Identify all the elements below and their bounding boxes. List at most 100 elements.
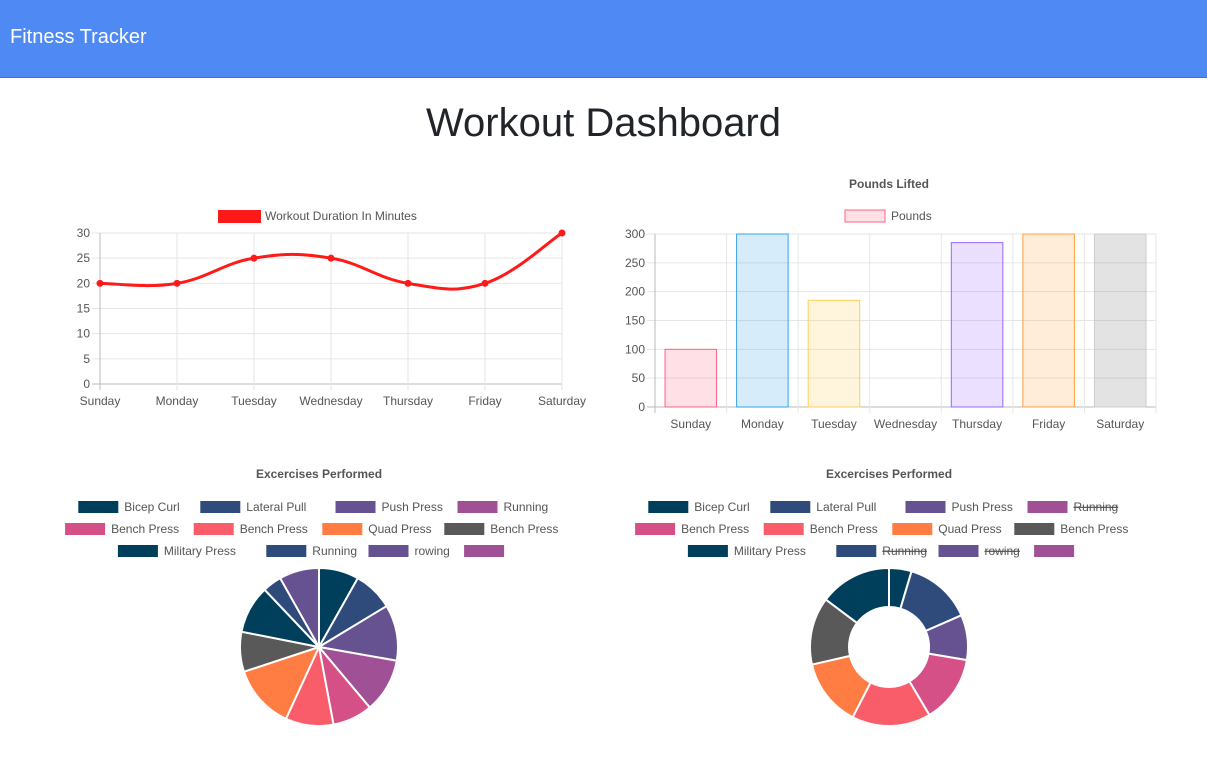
- chart-title: Pounds Lifted: [849, 177, 929, 191]
- doughnut-chart: Excercises Performed Bicep Curl Lateral Pu…: [635, 467, 1128, 727]
- bar: [1022, 233, 1075, 408]
- legend-label: Quad Press: [368, 522, 431, 536]
- bar: [950, 242, 1004, 408]
- bar-chart: Pounds Lifted Pounds 0 50 100 150 200 250 300 Sun…: [625, 177, 1157, 431]
- y-tick-label: 50: [632, 371, 646, 385]
- x-tick-label: Thursday: [383, 394, 433, 408]
- x-tick-label: Wednesday: [299, 394, 362, 408]
- legend-swatch: [770, 501, 811, 513]
- pie-chart: Excercises Performed Bicep Curl Lateral Pu…: [65, 467, 558, 727]
- legend-label: Lateral Pull: [246, 500, 306, 514]
- legend-swatch: [457, 501, 498, 513]
- x-tick-label: Tuesday: [231, 394, 277, 408]
- legend-swatch: [444, 523, 485, 535]
- legend-swatch: [635, 523, 676, 535]
- y-tick-label: 15: [77, 302, 91, 316]
- x-tick-label: Monday: [156, 394, 199, 408]
- legend-swatch: [1014, 523, 1055, 535]
- data-point: [481, 279, 489, 287]
- y-tick-label: 200: [625, 285, 645, 299]
- legend-label: Quad Press: [938, 522, 1001, 536]
- page-title: Workout Dashboard: [426, 101, 781, 145]
- y-tick-label: 150: [625, 314, 645, 328]
- x-tick-label: Friday: [1032, 417, 1065, 431]
- legend-label: Running: [504, 500, 549, 514]
- y-tick-label: 20: [77, 276, 91, 290]
- legend-swatch: [200, 501, 241, 513]
- data-point: [250, 254, 258, 262]
- legend-label: Military Press: [164, 544, 236, 558]
- line-chart: Workout Duration In Minutes 0 5 10 15 20 25 30 S…: [77, 209, 586, 408]
- x-tick-label: Tuesday: [811, 417, 857, 431]
- legend-swatch: [648, 501, 689, 513]
- navbar: Fitness Tracker: [0, 0, 1207, 78]
- legend-swatch: [193, 523, 234, 535]
- navbar-brand[interactable]: Fitness Tracker: [10, 26, 147, 48]
- bar: [736, 233, 789, 408]
- y-tick-label: 30: [77, 226, 91, 240]
- x-tick-label: Sunday: [80, 394, 121, 408]
- legend-label: Push Press: [952, 500, 1013, 514]
- legend-swatch: [905, 501, 946, 513]
- slice: [278, 566, 320, 651]
- legend-swatch: [65, 523, 106, 535]
- legend-label: Workout Duration In Minutes: [265, 209, 417, 223]
- legend-label: Bench Press: [681, 522, 749, 536]
- chart-title: Excercises Performed: [826, 467, 952, 481]
- legend-label: Running: [1074, 500, 1119, 514]
- legend-swatch: [938, 545, 979, 557]
- legend-swatch: [1027, 501, 1068, 513]
- data-point: [173, 279, 181, 287]
- legend-swatch: [266, 545, 307, 557]
- legend-label: Running: [882, 544, 927, 558]
- data-point: [404, 279, 412, 287]
- legend-swatch: [763, 523, 804, 535]
- legend-label: Bicep Curl: [124, 500, 179, 514]
- bar: [1093, 233, 1147, 408]
- x-tick-label: Saturday: [538, 394, 586, 408]
- legend-label: Military Press: [734, 544, 806, 558]
- y-tick-label: 10: [77, 327, 91, 341]
- y-tick-label: 0: [83, 377, 90, 391]
- legend-label: Bench Press: [810, 522, 878, 536]
- x-tick-label: Friday: [468, 394, 501, 408]
- legend-swatch: [836, 545, 877, 557]
- bar: [807, 299, 861, 408]
- legend-swatch: [687, 545, 728, 557]
- y-tick-label: 300: [625, 227, 645, 241]
- legend-label: Pounds: [891, 209, 932, 223]
- legend-label: Push Press: [382, 500, 443, 514]
- slice: [242, 645, 321, 721]
- y-tick-label: 0: [638, 400, 645, 414]
- data-point: [327, 254, 335, 262]
- x-tick-label: Sunday: [670, 417, 711, 431]
- legend-label: Running: [312, 544, 357, 558]
- legend-swatch: [218, 210, 261, 223]
- chart-legend: Bicep Curl Lateral Pull Push Press Running B…: [635, 500, 1128, 558]
- y-tick-label: 25: [77, 251, 91, 265]
- legend-swatch: [844, 209, 886, 223]
- legend-swatch: [892, 523, 933, 535]
- x-tick-label: Thursday: [952, 417, 1002, 431]
- legend-label: Bench Press: [1060, 522, 1128, 536]
- legend-label: Lateral Pull: [816, 500, 876, 514]
- legend-swatch: [78, 501, 119, 513]
- x-tick-label: Monday: [741, 417, 784, 431]
- legend-label: Bench Press: [490, 522, 558, 536]
- legend-swatch: [335, 501, 376, 513]
- legend-swatch: [368, 545, 409, 557]
- y-tick-label: 5: [83, 352, 90, 366]
- legend-label: rowing: [415, 544, 450, 558]
- bar-chart-legend: Pounds: [844, 209, 932, 223]
- legend-swatch: [1034, 545, 1075, 557]
- legend-swatch: [464, 545, 505, 557]
- slice: [824, 566, 890, 625]
- legend-swatch: [322, 523, 363, 535]
- y-tick-label: 100: [625, 342, 645, 356]
- line-chart-legend: Workout Duration In Minutes: [218, 209, 417, 223]
- chart-title: Excercises Performed: [256, 467, 382, 481]
- data-point: [96, 279, 104, 287]
- legend-label: Bicep Curl: [694, 500, 749, 514]
- legend-label: rowing: [985, 544, 1020, 558]
